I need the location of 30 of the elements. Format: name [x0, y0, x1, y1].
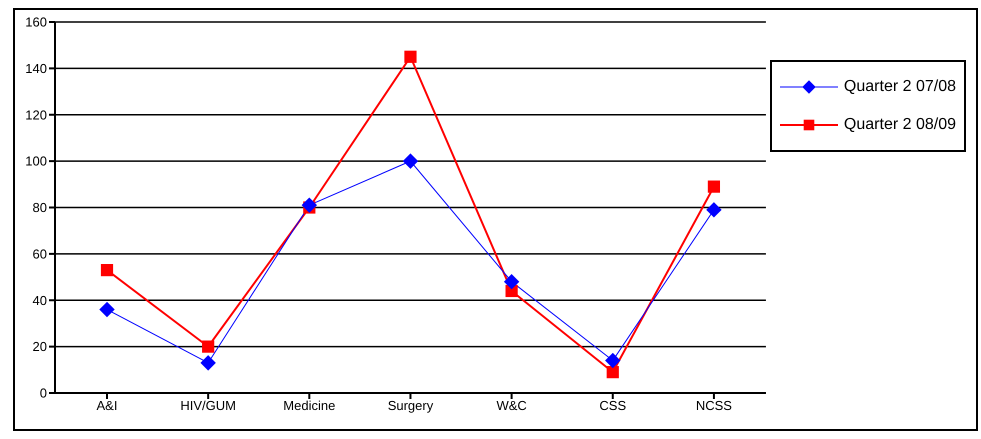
point	[100, 264, 114, 276]
y-tick-label: 40	[32, 292, 47, 308]
x-tick-label: Medicine	[283, 398, 336, 414]
y-tick-label: 20	[32, 339, 47, 354]
y-tick-label: 140	[25, 60, 47, 76]
point	[708, 180, 720, 193]
point	[605, 353, 620, 368]
x-tick-label: A&I	[96, 398, 118, 414]
point	[202, 340, 214, 353]
x-tick-label: HIV/GUM	[180, 398, 236, 414]
point	[402, 154, 418, 169]
legend-label: Quarter 2 08/09	[844, 116, 956, 134]
x-tick-label: CSS	[599, 398, 626, 414]
x-tick-label: Surgery	[388, 398, 434, 414]
point	[504, 274, 520, 290]
y-tick-label: 120	[25, 107, 47, 122]
point	[606, 366, 619, 378]
point	[200, 355, 216, 370]
y-tick-label: 80	[32, 200, 47, 216]
y-tick-label: 100	[25, 154, 47, 169]
x-tick-label: NCSS	[696, 398, 732, 414]
point	[302, 198, 317, 213]
legend-label: Quarter 2 07/08	[844, 78, 956, 96]
y-tick-label: 0	[40, 386, 47, 401]
x-tick-label: W&C	[496, 398, 527, 414]
point	[706, 202, 722, 218]
y-tick-label: 160	[25, 14, 47, 30]
point	[404, 50, 417, 63]
y-tick-label: 60	[32, 246, 47, 262]
point	[100, 302, 114, 318]
